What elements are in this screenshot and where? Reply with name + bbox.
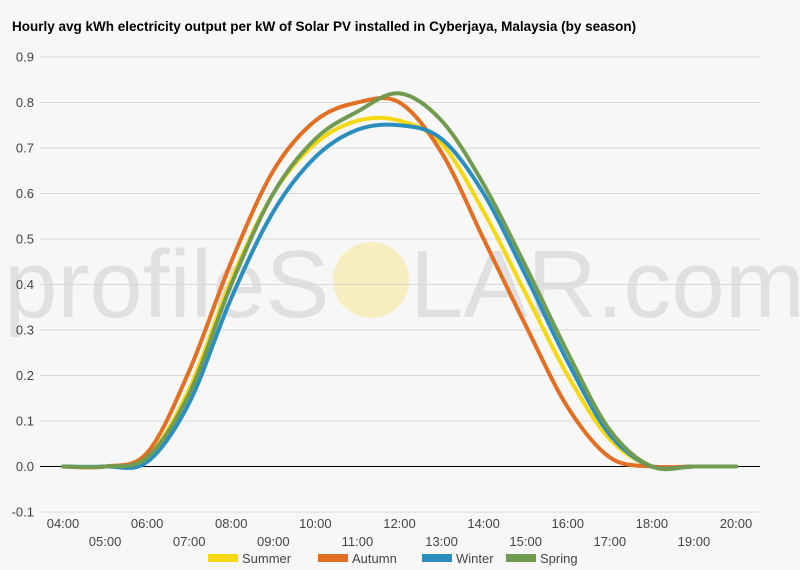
x-tick-label: 04:00 bbox=[47, 516, 80, 531]
x-tick-label: 20:00 bbox=[720, 516, 753, 531]
legend-label: Spring bbox=[540, 551, 578, 566]
legend-swatch bbox=[318, 554, 348, 562]
x-tick-label: 18:00 bbox=[636, 516, 669, 531]
series-lines bbox=[61, 91, 738, 472]
x-tick-label: 14:00 bbox=[467, 516, 500, 531]
x-tick-label: 13:00 bbox=[425, 534, 458, 549]
x-tick-label: 08:00 bbox=[215, 516, 248, 531]
series-line-autumn bbox=[61, 96, 738, 470]
grid bbox=[40, 56, 760, 513]
legend-label: Winter bbox=[456, 551, 494, 566]
x-tick-label: 09:00 bbox=[257, 534, 290, 549]
y-tick-label: 0.4 bbox=[16, 277, 34, 292]
y-tick-label: 0.1 bbox=[16, 414, 34, 429]
x-tick-label: 07:00 bbox=[173, 534, 206, 549]
series-line-spring bbox=[61, 91, 738, 472]
x-tick-label: 16:00 bbox=[551, 516, 584, 531]
series-line-winter bbox=[61, 122, 738, 471]
legend-label: Autumn bbox=[352, 551, 397, 566]
x-tick-label: 17:00 bbox=[594, 534, 627, 549]
x-tick-label: 12:00 bbox=[383, 516, 416, 531]
y-tick-label: -0.1 bbox=[12, 505, 34, 520]
y-tick-label: 0.8 bbox=[16, 95, 34, 110]
y-tick-label: 0.2 bbox=[16, 368, 34, 383]
x-tick-label: 06:00 bbox=[131, 516, 164, 531]
legend-swatch bbox=[422, 554, 452, 562]
y-axis: 0.9 0.8 0.7 0.6 0.5 0.4 0.3 0.2 0.1 0.0 -0.1 bbox=[12, 50, 34, 520]
x-tick-label: 15:00 bbox=[509, 534, 542, 549]
legend-item-spring: Spring bbox=[506, 551, 578, 566]
y-tick-label: 0.3 bbox=[16, 323, 34, 338]
y-tick-label: 0.7 bbox=[16, 141, 34, 156]
y-tick-label: 0.6 bbox=[16, 186, 34, 201]
x-tick-label: 19:00 bbox=[678, 534, 711, 549]
x-axis: 04:00 06:00 08:00 10:00 12:00 14:00 16:00 18:00… bbox=[47, 516, 753, 549]
y-tick-label: 0.5 bbox=[16, 232, 34, 247]
chart-title: Hourly avg kWh electricity output per kW… bbox=[12, 19, 637, 34]
legend: Summer Autumn Winter Spring bbox=[208, 551, 578, 566]
legend-item-winter: Winter bbox=[422, 551, 494, 566]
legend-item-summer: Summer bbox=[208, 551, 292, 566]
legend-label: Summer bbox=[242, 551, 292, 566]
legend-item-autumn: Autumn bbox=[318, 551, 397, 566]
y-tick-label: 0.9 bbox=[16, 50, 34, 65]
watermark-sun-logo bbox=[333, 242, 409, 318]
y-tick-label: 0.0 bbox=[16, 459, 34, 474]
legend-swatch bbox=[506, 554, 536, 562]
x-tick-label: 05:00 bbox=[89, 534, 122, 549]
x-tick-label: 10:00 bbox=[299, 516, 332, 531]
legend-swatch bbox=[208, 554, 238, 562]
x-tick-label: 11:00 bbox=[342, 534, 374, 549]
